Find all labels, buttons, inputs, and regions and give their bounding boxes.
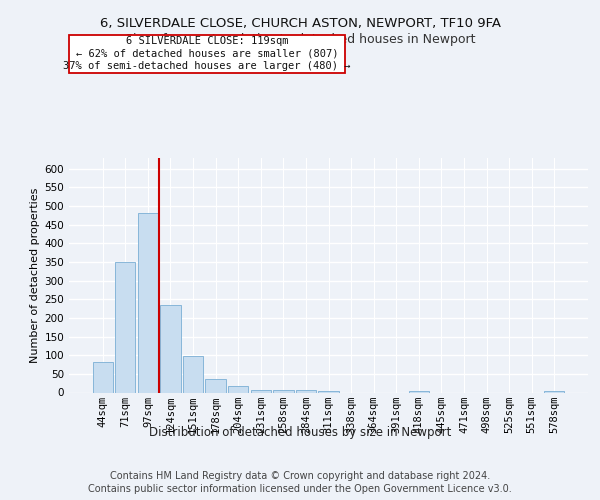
Text: 6 SILVERDALE CLOSE: 119sqm: 6 SILVERDALE CLOSE: 119sqm: [126, 36, 288, 46]
Text: Distribution of detached houses by size in Newport: Distribution of detached houses by size …: [149, 426, 451, 439]
Text: 6, SILVERDALE CLOSE, CHURCH ASTON, NEWPORT, TF10 9FA: 6, SILVERDALE CLOSE, CHURCH ASTON, NEWPO…: [100, 18, 500, 30]
Bar: [205, 378, 226, 392]
Bar: [319, 390, 338, 392]
Text: ← 62% of detached houses are smaller (807): ← 62% of detached houses are smaller (80…: [76, 49, 338, 58]
Bar: [544, 390, 565, 392]
Y-axis label: Number of detached properties: Number of detached properties: [30, 188, 40, 362]
Bar: [115, 262, 136, 392]
Text: Contains public sector information licensed under the Open Government Licence v3: Contains public sector information licen…: [88, 484, 512, 494]
Bar: [138, 214, 158, 392]
Bar: [296, 390, 316, 392]
Bar: [251, 390, 271, 392]
Bar: [228, 386, 248, 392]
Bar: [183, 356, 203, 392]
Text: 37% of semi-detached houses are larger (480) →: 37% of semi-detached houses are larger (…: [63, 62, 351, 72]
Bar: [273, 390, 293, 392]
Bar: [409, 390, 429, 392]
Bar: [160, 305, 181, 392]
Bar: [92, 362, 113, 392]
Text: Contains HM Land Registry data © Crown copyright and database right 2024.: Contains HM Land Registry data © Crown c…: [110, 471, 490, 481]
Text: Size of property relative to detached houses in Newport: Size of property relative to detached ho…: [125, 32, 475, 46]
